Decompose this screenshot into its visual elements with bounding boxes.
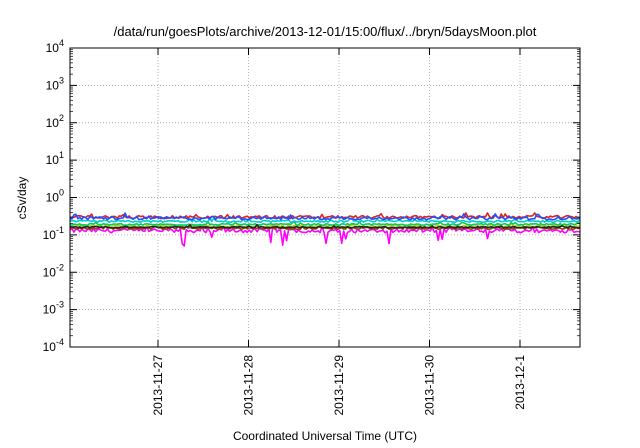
y-tick-label: 10-4	[43, 337, 64, 354]
x-tick-label: 2013-11-30	[423, 355, 437, 416]
x-tick-label: 2013-11-29	[332, 355, 346, 416]
y-axis-ticks: 10-4 10-3 10-2 10-1 100 101 102 103 104	[43, 38, 580, 354]
series-line	[69, 224, 581, 247]
x-axis-label: Coordinated Universal Time (UTC)	[233, 429, 417, 443]
x-tick-label: 2013-12-1	[513, 355, 527, 410]
series-line	[69, 221, 581, 227]
series-line	[69, 217, 581, 224]
y-tick-label: 10-3	[43, 300, 64, 317]
y-tick-label: 102	[46, 113, 64, 130]
series-line	[69, 224, 580, 229]
y-tick-label: 103	[46, 75, 64, 92]
y-tick-label: 10-1	[43, 225, 64, 242]
y-axis-label: cSv/day	[15, 177, 29, 220]
y-tick-label: 101	[46, 150, 64, 167]
y-tick-label: 104	[46, 38, 64, 55]
x-axis-ticks: 2013-11-27 2013-11-28 2013-11-29 2013-11-30…	[151, 48, 527, 416]
chart-title: /data/run/goesPlots/archive/2013-12-01/1…	[114, 24, 537, 39]
x-tick-label: 2013-11-27	[151, 355, 165, 416]
series-group	[69, 212, 581, 247]
series-line	[69, 212, 581, 221]
grid-lines	[70, 48, 580, 347]
y-tick-label: 100	[46, 188, 64, 205]
y-tick-label: 10-2	[43, 262, 64, 279]
x-tick-label: 2013-11-28	[242, 355, 256, 416]
